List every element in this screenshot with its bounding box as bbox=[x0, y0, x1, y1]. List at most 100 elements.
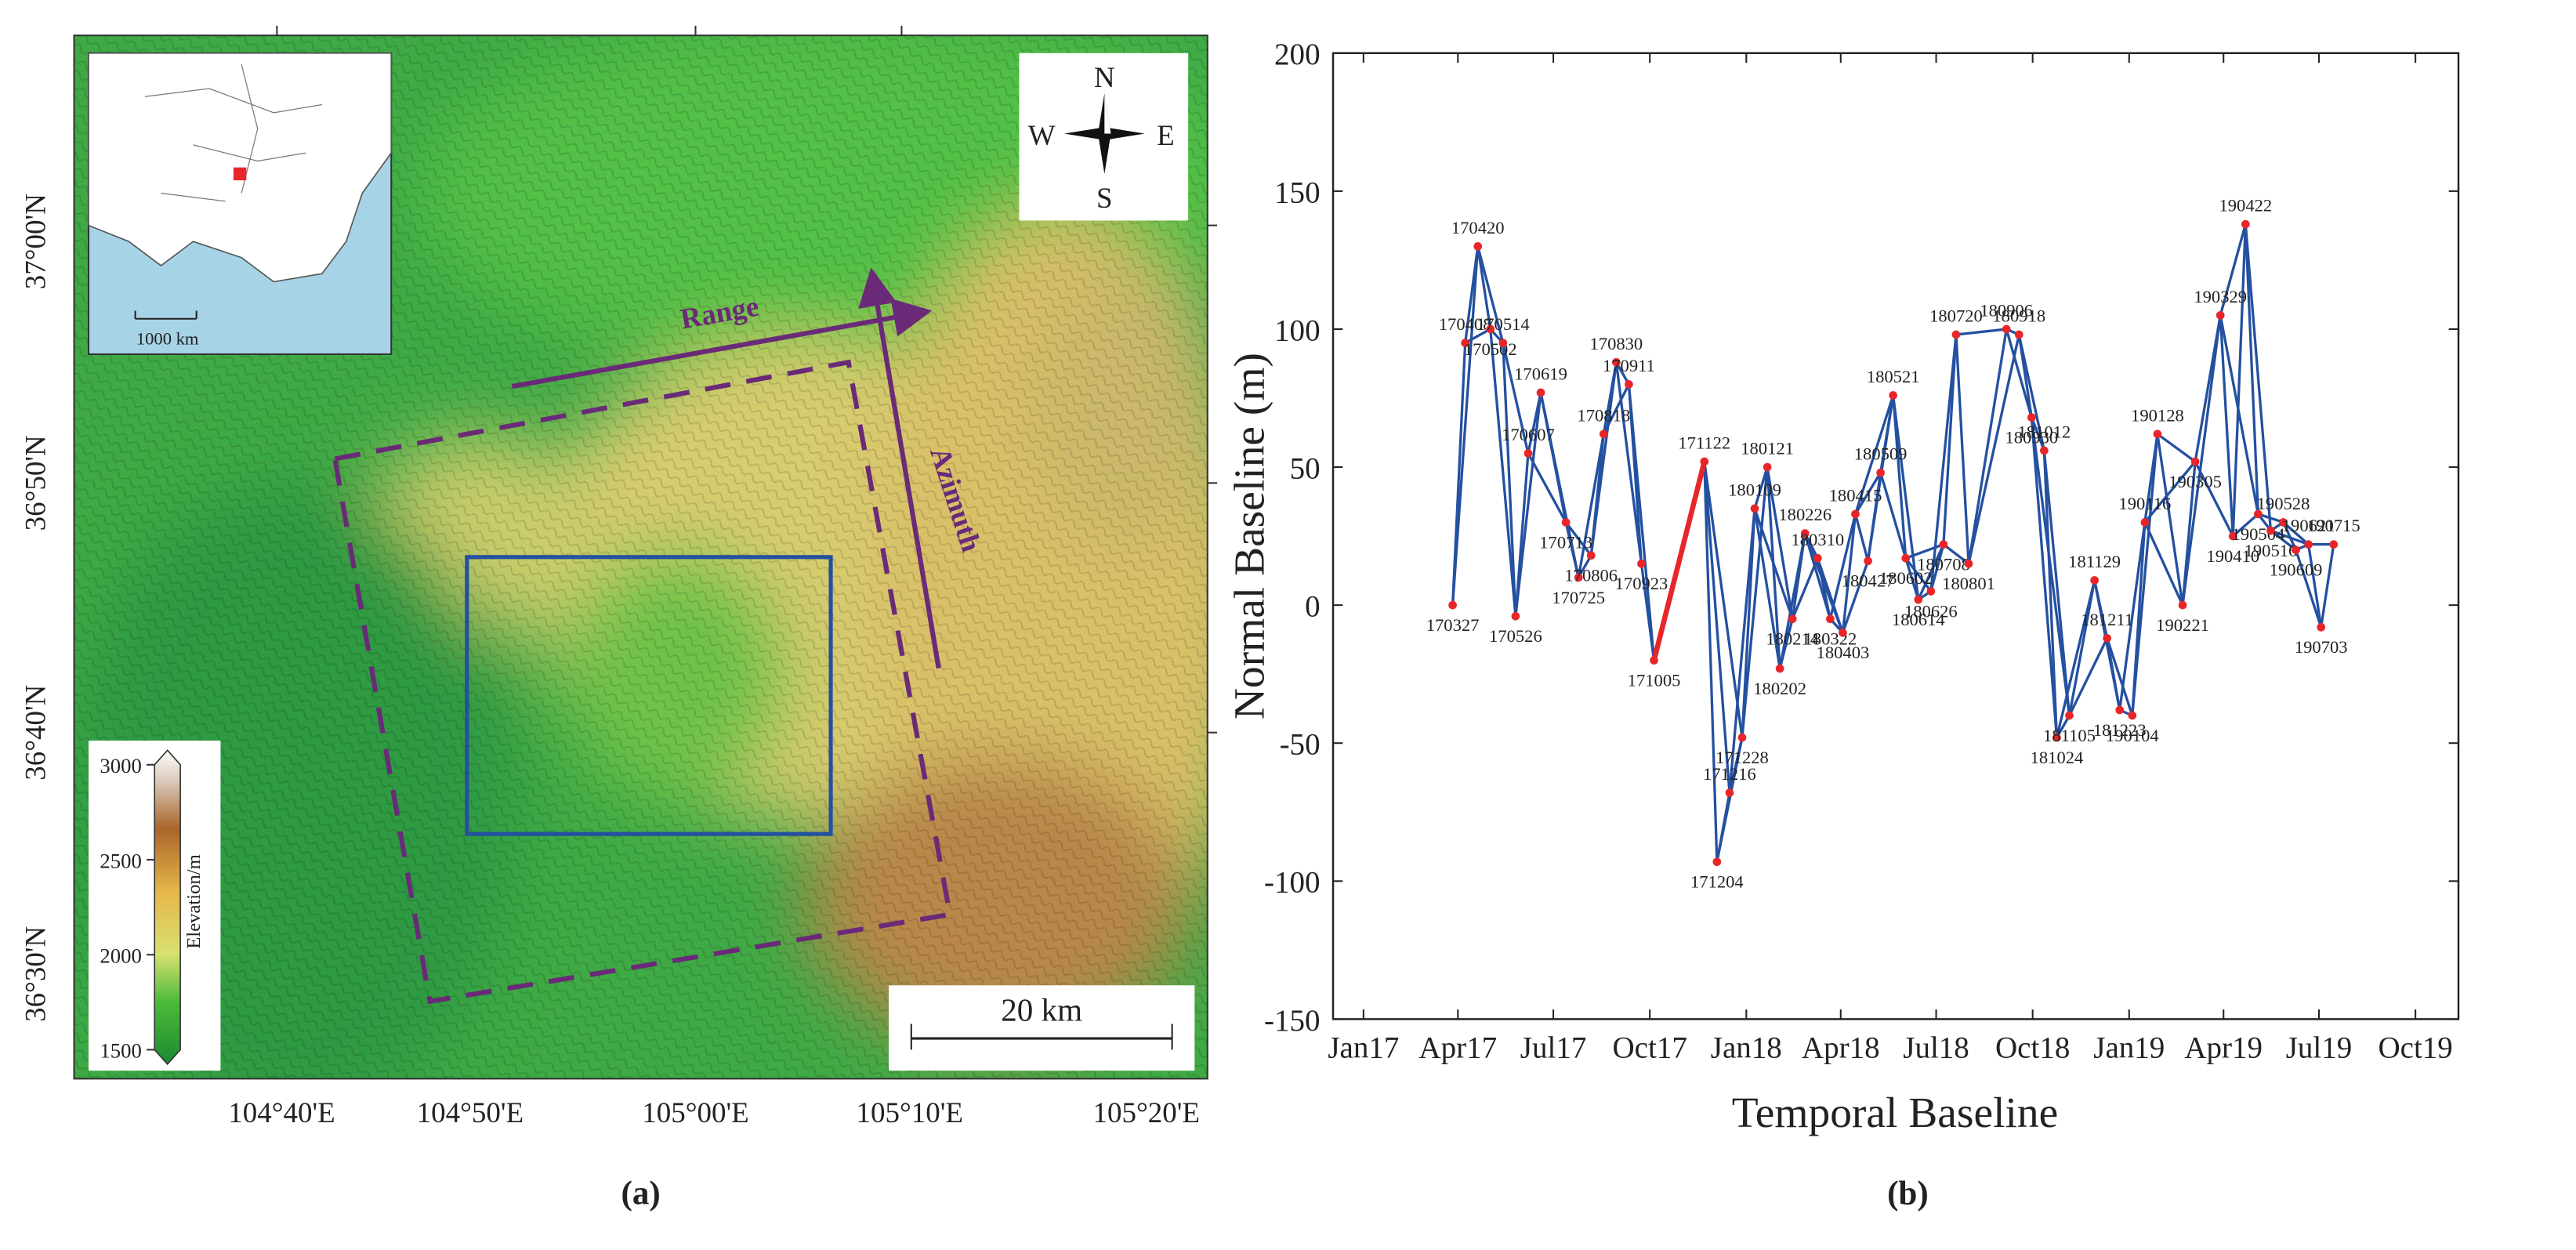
x-tick-label: Jul19 bbox=[2286, 1031, 2353, 1065]
colorbar-tick-label: 1500 bbox=[100, 1039, 141, 1063]
y-tick-label: -50 bbox=[1280, 728, 1321, 762]
acquisition-point bbox=[1486, 324, 1495, 334]
acquisition-point bbox=[1851, 509, 1860, 519]
acquisition-point bbox=[1712, 857, 1722, 867]
point-label: 180109 bbox=[1728, 480, 1781, 499]
colorbar-tick-label: 2000 bbox=[100, 944, 141, 968]
point-label: 190609 bbox=[2270, 560, 2323, 580]
baseline-edge bbox=[1527, 392, 1542, 454]
baseline-edge bbox=[1892, 395, 1920, 600]
baseline-edge bbox=[1627, 384, 1656, 661]
y-tick-label: 100 bbox=[1274, 313, 1321, 347]
acquisition-point bbox=[1473, 241, 1483, 251]
baseline-edge bbox=[2017, 334, 2045, 451]
y-tick-label: 0 bbox=[1305, 590, 1321, 624]
inset-scale: 1000 km bbox=[136, 329, 199, 349]
point-label: 180427 bbox=[1842, 571, 1895, 591]
acquisition-point bbox=[1864, 556, 1872, 566]
acquisition-point bbox=[1498, 339, 1508, 347]
x-tick-label: Jan17 bbox=[1328, 1031, 1399, 1065]
x-tick-label: Apr17 bbox=[1418, 1031, 1497, 1065]
compass-w: W bbox=[1028, 119, 1056, 151]
point-label: 181129 bbox=[2068, 552, 2121, 571]
acquisition-point bbox=[1876, 468, 1885, 477]
x-tick-label: Jul18 bbox=[1903, 1031, 1969, 1065]
baseline-edge bbox=[1904, 557, 1933, 592]
acquisition-point bbox=[1612, 357, 1621, 367]
baseline-edge bbox=[1753, 508, 1794, 620]
lon-label: 105°20'E bbox=[1092, 1096, 1199, 1129]
baseline-edge bbox=[2219, 315, 2234, 537]
baseline-edge bbox=[2156, 433, 2197, 463]
baseline-edge bbox=[2181, 315, 2222, 606]
baseline-edge bbox=[1841, 560, 1870, 633]
baseline-edge bbox=[1753, 508, 1781, 669]
point-label: 180521 bbox=[1867, 367, 1920, 386]
baseline-edge bbox=[1639, 563, 1656, 661]
point-label: 170806 bbox=[1564, 566, 1618, 585]
baseline-edge bbox=[2005, 328, 2033, 418]
point-label: 180310 bbox=[1791, 530, 1844, 549]
baseline-edge bbox=[2106, 637, 2134, 716]
point-label: 170607 bbox=[1502, 425, 1555, 444]
baseline-edge bbox=[1716, 737, 1744, 862]
acquisition-point bbox=[1889, 391, 1898, 400]
baseline-edge bbox=[2232, 513, 2259, 538]
baseline-edge bbox=[2282, 521, 2310, 545]
point-label: 180121 bbox=[1741, 439, 1794, 458]
acquisition-point bbox=[2002, 324, 2011, 334]
point-label: 181223 bbox=[2093, 720, 2147, 740]
scale-bar: 20 km bbox=[889, 985, 1195, 1071]
baseline-edge bbox=[2055, 580, 2096, 738]
scale-bar-label: 20 km bbox=[1001, 991, 1082, 1027]
colorbar: Elevation/m 1500 2000 2500 3000 bbox=[89, 741, 221, 1071]
point-label: 190528 bbox=[2257, 494, 2310, 513]
acquisition-point bbox=[1964, 559, 1973, 568]
baseline-edge bbox=[1464, 328, 1491, 345]
acquisition-point bbox=[1926, 587, 1936, 596]
baseline-edge bbox=[1589, 362, 1618, 556]
compass-n: N bbox=[1094, 61, 1115, 93]
lon-label: 104°50'E bbox=[417, 1096, 524, 1129]
acquisition-point bbox=[1586, 551, 1596, 560]
point-label: 170725 bbox=[1552, 588, 1605, 607]
point-label: 181211 bbox=[2081, 610, 2133, 629]
baseline-edge bbox=[2131, 433, 2159, 716]
baseline-edge bbox=[1853, 513, 1870, 562]
baseline-edge bbox=[2219, 223, 2247, 316]
acquisition-point bbox=[1448, 600, 1457, 610]
acquisition-point bbox=[1763, 462, 1772, 472]
y-tick-label: 200 bbox=[1274, 38, 1321, 71]
baseline-edge bbox=[1464, 246, 1480, 343]
point-label: 180403 bbox=[1817, 643, 1870, 662]
acquisition-point bbox=[2040, 446, 2049, 455]
baseline-edge bbox=[1703, 461, 1744, 738]
point-label: 171122 bbox=[1678, 433, 1730, 453]
highlight-edge bbox=[1651, 461, 1707, 661]
acquisition-point bbox=[2115, 705, 2125, 715]
lon-label: 105°00'E bbox=[642, 1096, 748, 1129]
point-label: 180322 bbox=[1804, 629, 1857, 649]
acquisition-point bbox=[1561, 518, 1571, 527]
point-label: 170408 bbox=[1439, 314, 1492, 334]
acquisition-point bbox=[1574, 573, 1583, 582]
point-label: 171005 bbox=[1628, 670, 1681, 690]
point-label: 171216 bbox=[1703, 764, 1756, 784]
acquisition-point bbox=[2065, 711, 2074, 720]
acquisition-point bbox=[1650, 656, 1658, 665]
acquisition-point bbox=[2254, 509, 2263, 519]
point-label: 170818 bbox=[1577, 405, 1630, 425]
baseline-edge bbox=[1791, 557, 1819, 620]
acquisition-point bbox=[2103, 634, 2112, 643]
point-label: 170830 bbox=[1589, 334, 1643, 353]
range-arrow bbox=[511, 298, 933, 389]
acquisition-point bbox=[1839, 629, 1847, 637]
baseline-edge bbox=[1803, 532, 1844, 633]
baseline-edge bbox=[2156, 433, 2184, 606]
colorbar-label: Elevation/m bbox=[183, 854, 205, 948]
baseline-edge bbox=[1614, 362, 1643, 564]
baseline-edge bbox=[1929, 544, 1945, 592]
acquisition-point bbox=[2279, 518, 2288, 527]
